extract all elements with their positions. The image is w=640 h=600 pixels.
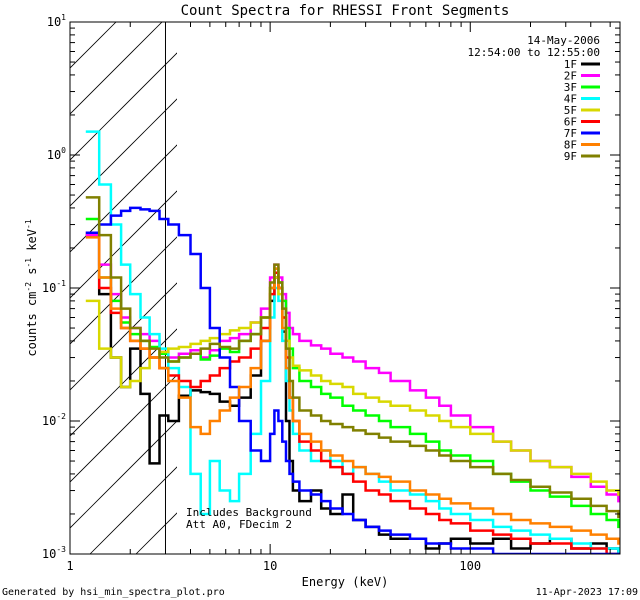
footer-generated-by: Generated by hsi_min_spectra_plot.pro bbox=[2, 587, 225, 598]
series-7F bbox=[85, 206, 620, 554]
series-8F bbox=[85, 236, 620, 545]
y-tick-base: 10 bbox=[42, 281, 56, 295]
y-label-sup3: -1 bbox=[24, 219, 33, 229]
x-axis-label: Energy (keV) bbox=[302, 575, 389, 589]
legend-label-5F: 5F bbox=[564, 104, 577, 117]
series-5F bbox=[85, 276, 620, 496]
hatch-line bbox=[70, 374, 177, 483]
y-label-main: counts cm bbox=[25, 292, 39, 357]
axis-ticks bbox=[69, 21, 620, 555]
hatch-line bbox=[70, 236, 177, 345]
date-label: 14-May-2006 bbox=[527, 34, 600, 47]
y-tick-base: 10 bbox=[42, 547, 56, 561]
legend-label-9F: 9F bbox=[564, 150, 577, 163]
y-label-sup1: -2 bbox=[24, 282, 33, 292]
hatch-line bbox=[70, 22, 163, 115]
legend-label-8F: 8F bbox=[564, 139, 577, 152]
y-tick-base: 10 bbox=[47, 148, 61, 162]
series-4F bbox=[85, 130, 620, 554]
x-tick-labels: 1 10 100 bbox=[66, 559, 481, 573]
series-layer bbox=[85, 130, 620, 554]
y-tick-label: 10-2 bbox=[42, 412, 66, 428]
hatch-line bbox=[70, 420, 177, 529]
time-range-label: 12:54:00 to 12:55:00 bbox=[468, 46, 600, 59]
annotation-background: Includes Background bbox=[186, 506, 312, 519]
y-tick-base: 10 bbox=[47, 15, 61, 29]
y-tick-exponent: 1 bbox=[61, 13, 66, 22]
y-tick-base: 10 bbox=[42, 414, 56, 428]
y-tick-label: 101 bbox=[47, 13, 66, 29]
y-tick-label: 10-3 bbox=[42, 545, 66, 561]
y-tick-label: 100 bbox=[47, 146, 66, 162]
annotation-attenuator: Att A0, FDecim 2 bbox=[186, 518, 292, 531]
y-tick-exponent: -3 bbox=[56, 545, 66, 554]
y-tick-exponent: 0 bbox=[61, 146, 66, 155]
footer-timestamp: 11-Apr-2023 17:09 bbox=[536, 587, 638, 598]
legend-label-2F: 2F bbox=[564, 70, 577, 83]
hatch-line bbox=[70, 52, 177, 161]
x-tick-label: 10 bbox=[263, 559, 277, 573]
x-tick-label: 1 bbox=[66, 559, 73, 573]
y-tick-exponent: -2 bbox=[56, 412, 66, 421]
y-label-mid: s bbox=[25, 268, 39, 282]
legend-label-6F: 6F bbox=[564, 116, 577, 129]
legend-label-7F: 7F bbox=[564, 127, 577, 140]
legend-label-4F: 4F bbox=[564, 93, 577, 106]
hatch-line bbox=[70, 22, 117, 69]
legend-label-3F: 3F bbox=[564, 81, 577, 94]
legend-label-1F: 1F bbox=[564, 58, 577, 71]
series-9F bbox=[85, 196, 620, 519]
hatch-line bbox=[70, 190, 177, 299]
hatch-region bbox=[70, 22, 177, 554]
chart-title: Count Spectra for RHESSI Front Segments bbox=[181, 3, 510, 19]
y-label-sup2: -1 bbox=[24, 258, 33, 268]
y-label-end: keV bbox=[25, 229, 39, 258]
x-tick-label: 100 bbox=[459, 559, 481, 573]
y-tick-exponent: -1 bbox=[56, 279, 66, 288]
y-axis-label: counts cm-2 s-1 keV-1 bbox=[24, 219, 39, 356]
y-tick-label: 10-1 bbox=[42, 279, 66, 295]
